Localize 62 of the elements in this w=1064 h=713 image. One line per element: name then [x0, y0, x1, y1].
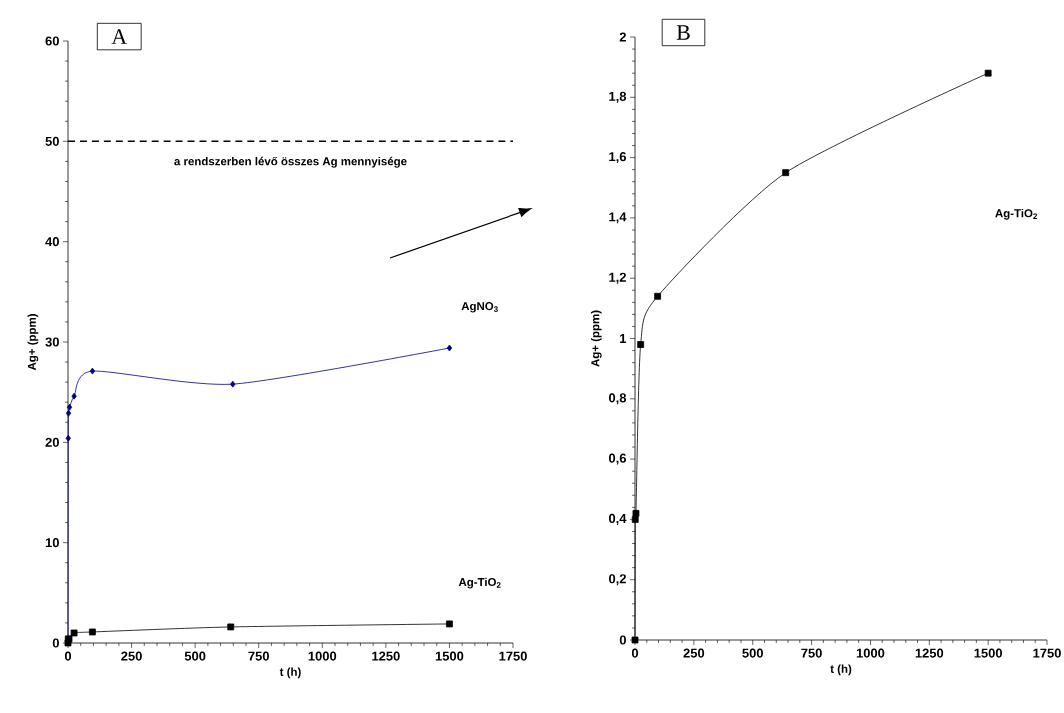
- point: [66, 403, 73, 411]
- point: [631, 636, 639, 644]
- y-tick-label: 1: [620, 334, 627, 343]
- y-axis-title: Ag+ (ppm): [590, 310, 602, 367]
- point: [631, 516, 639, 523]
- point: [230, 380, 236, 388]
- annotation: B: [676, 25, 690, 40]
- x-axis-title: t (h): [830, 664, 852, 676]
- y-tick-label: 60: [45, 36, 59, 46]
- y-tick-label: 0,8: [609, 393, 627, 405]
- y-tick-label: 0,4: [609, 513, 627, 525]
- x-tick-label: 750: [801, 648, 822, 658]
- y-tick-label: 20: [45, 437, 59, 447]
- x-tick-label: 1000: [856, 648, 885, 658]
- ref-line-label: a rendszerben lévő összes Ag mennyisége: [174, 156, 407, 168]
- y-tick-label: 40: [45, 237, 59, 247]
- point: [984, 69, 992, 77]
- point: [89, 628, 96, 636]
- point: [227, 623, 235, 631]
- x-tick-label: 1750: [499, 651, 527, 661]
- point: [637, 341, 645, 348]
- x-tick-label: 250: [683, 648, 705, 658]
- y-tick-label: 10: [45, 538, 59, 548]
- y-tick-label: 0: [619, 635, 626, 645]
- x-tick-label: 1750: [1033, 648, 1061, 658]
- point: [654, 292, 661, 300]
- point: [632, 509, 640, 517]
- x-tick-label: 500: [184, 651, 206, 661]
- y-tick-label: 1,6: [609, 152, 627, 164]
- x-tick-label: 0: [64, 651, 72, 661]
- x-tick-label: 250: [121, 651, 142, 661]
- text: Ag-TiO$_{2}$: [995, 208, 1038, 220]
- text: Ag-TiO$_{2}$: [458, 577, 501, 589]
- x-tick-label: 1250: [915, 648, 944, 658]
- y-tick-label: 0,6: [609, 453, 627, 465]
- y-tick-label: 50: [45, 136, 59, 146]
- point: [782, 169, 790, 177]
- y-tick-label: 1,4: [609, 212, 627, 224]
- point: [70, 629, 78, 637]
- x-tick-label: 1500: [435, 651, 464, 661]
- x-tick-label: 0: [631, 648, 639, 658]
- y-tick-label: 30: [45, 337, 59, 347]
- point: [89, 367, 96, 375]
- x-tick-label: 1500: [974, 648, 1003, 658]
- y-tick-label: 2: [619, 32, 626, 42]
- x-tick-label: 1250: [372, 651, 400, 661]
- point: [65, 409, 72, 417]
- y-axis-title: Ag+ (ppm): [27, 314, 39, 371]
- text: AgNO$_{3}$: [461, 302, 498, 313]
- x-axis-title: t (h): [279, 667, 301, 679]
- x-tick-label: 750: [248, 651, 269, 661]
- point: [71, 392, 77, 400]
- point: [446, 620, 453, 628]
- x-tick-label: 1000: [308, 651, 337, 661]
- y-tick-label: 1,2: [609, 272, 626, 284]
- annotation: A: [111, 29, 127, 44]
- y-tick-label: 0: [52, 638, 59, 648]
- point: [65, 434, 71, 442]
- y-tick-label: 0,2: [609, 574, 626, 586]
- y-tick-label: 1,8: [609, 91, 627, 103]
- x-tick-label: 500: [742, 648, 763, 658]
- point: [446, 344, 453, 352]
